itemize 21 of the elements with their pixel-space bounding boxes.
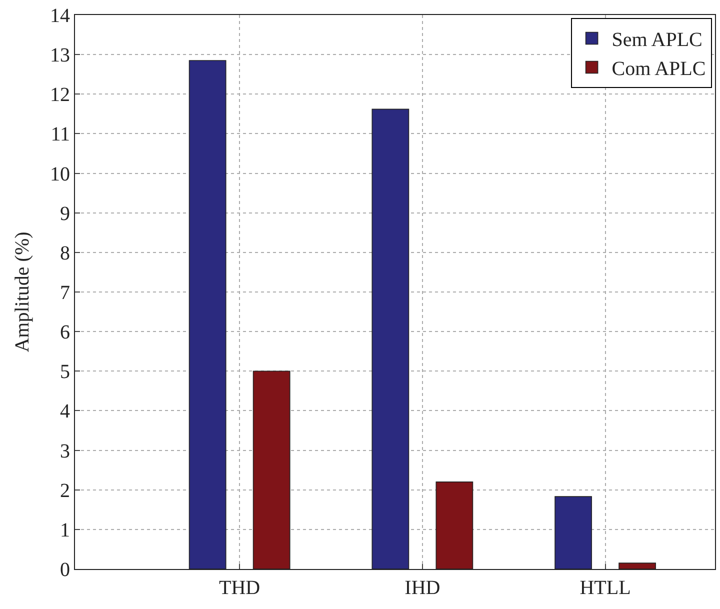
y-axis-title: Amplitude (%)	[12, 232, 34, 352]
legend-label: Com APLC	[612, 58, 706, 80]
y-tick-label: 6	[60, 322, 70, 344]
y-tick-label: 13	[50, 44, 70, 67]
x-tick-label: THD	[219, 577, 260, 599]
y-tick-label: 10	[50, 163, 70, 186]
x-tick-label: IHD	[404, 577, 440, 599]
y-tick-label: 4	[60, 400, 70, 423]
y-tick-label: 8	[60, 242, 70, 264]
y-tick-label: 2	[60, 480, 70, 502]
y-tick-label: 7	[60, 282, 70, 304]
y-tick-label: 11	[50, 124, 70, 146]
y-tick-label: 12	[50, 84, 70, 106]
y-tick-label: 1	[60, 519, 70, 542]
x-tick-label: HTLL	[580, 577, 631, 599]
y-tick-label: 0	[60, 559, 70, 581]
y-tick-label: 3	[60, 440, 70, 462]
legend-label: Sem APLC	[612, 29, 702, 52]
y-tick-label: 14	[50, 5, 70, 27]
y-tick-label: 9	[60, 202, 70, 225]
y-tick-label: 5	[60, 361, 70, 384]
